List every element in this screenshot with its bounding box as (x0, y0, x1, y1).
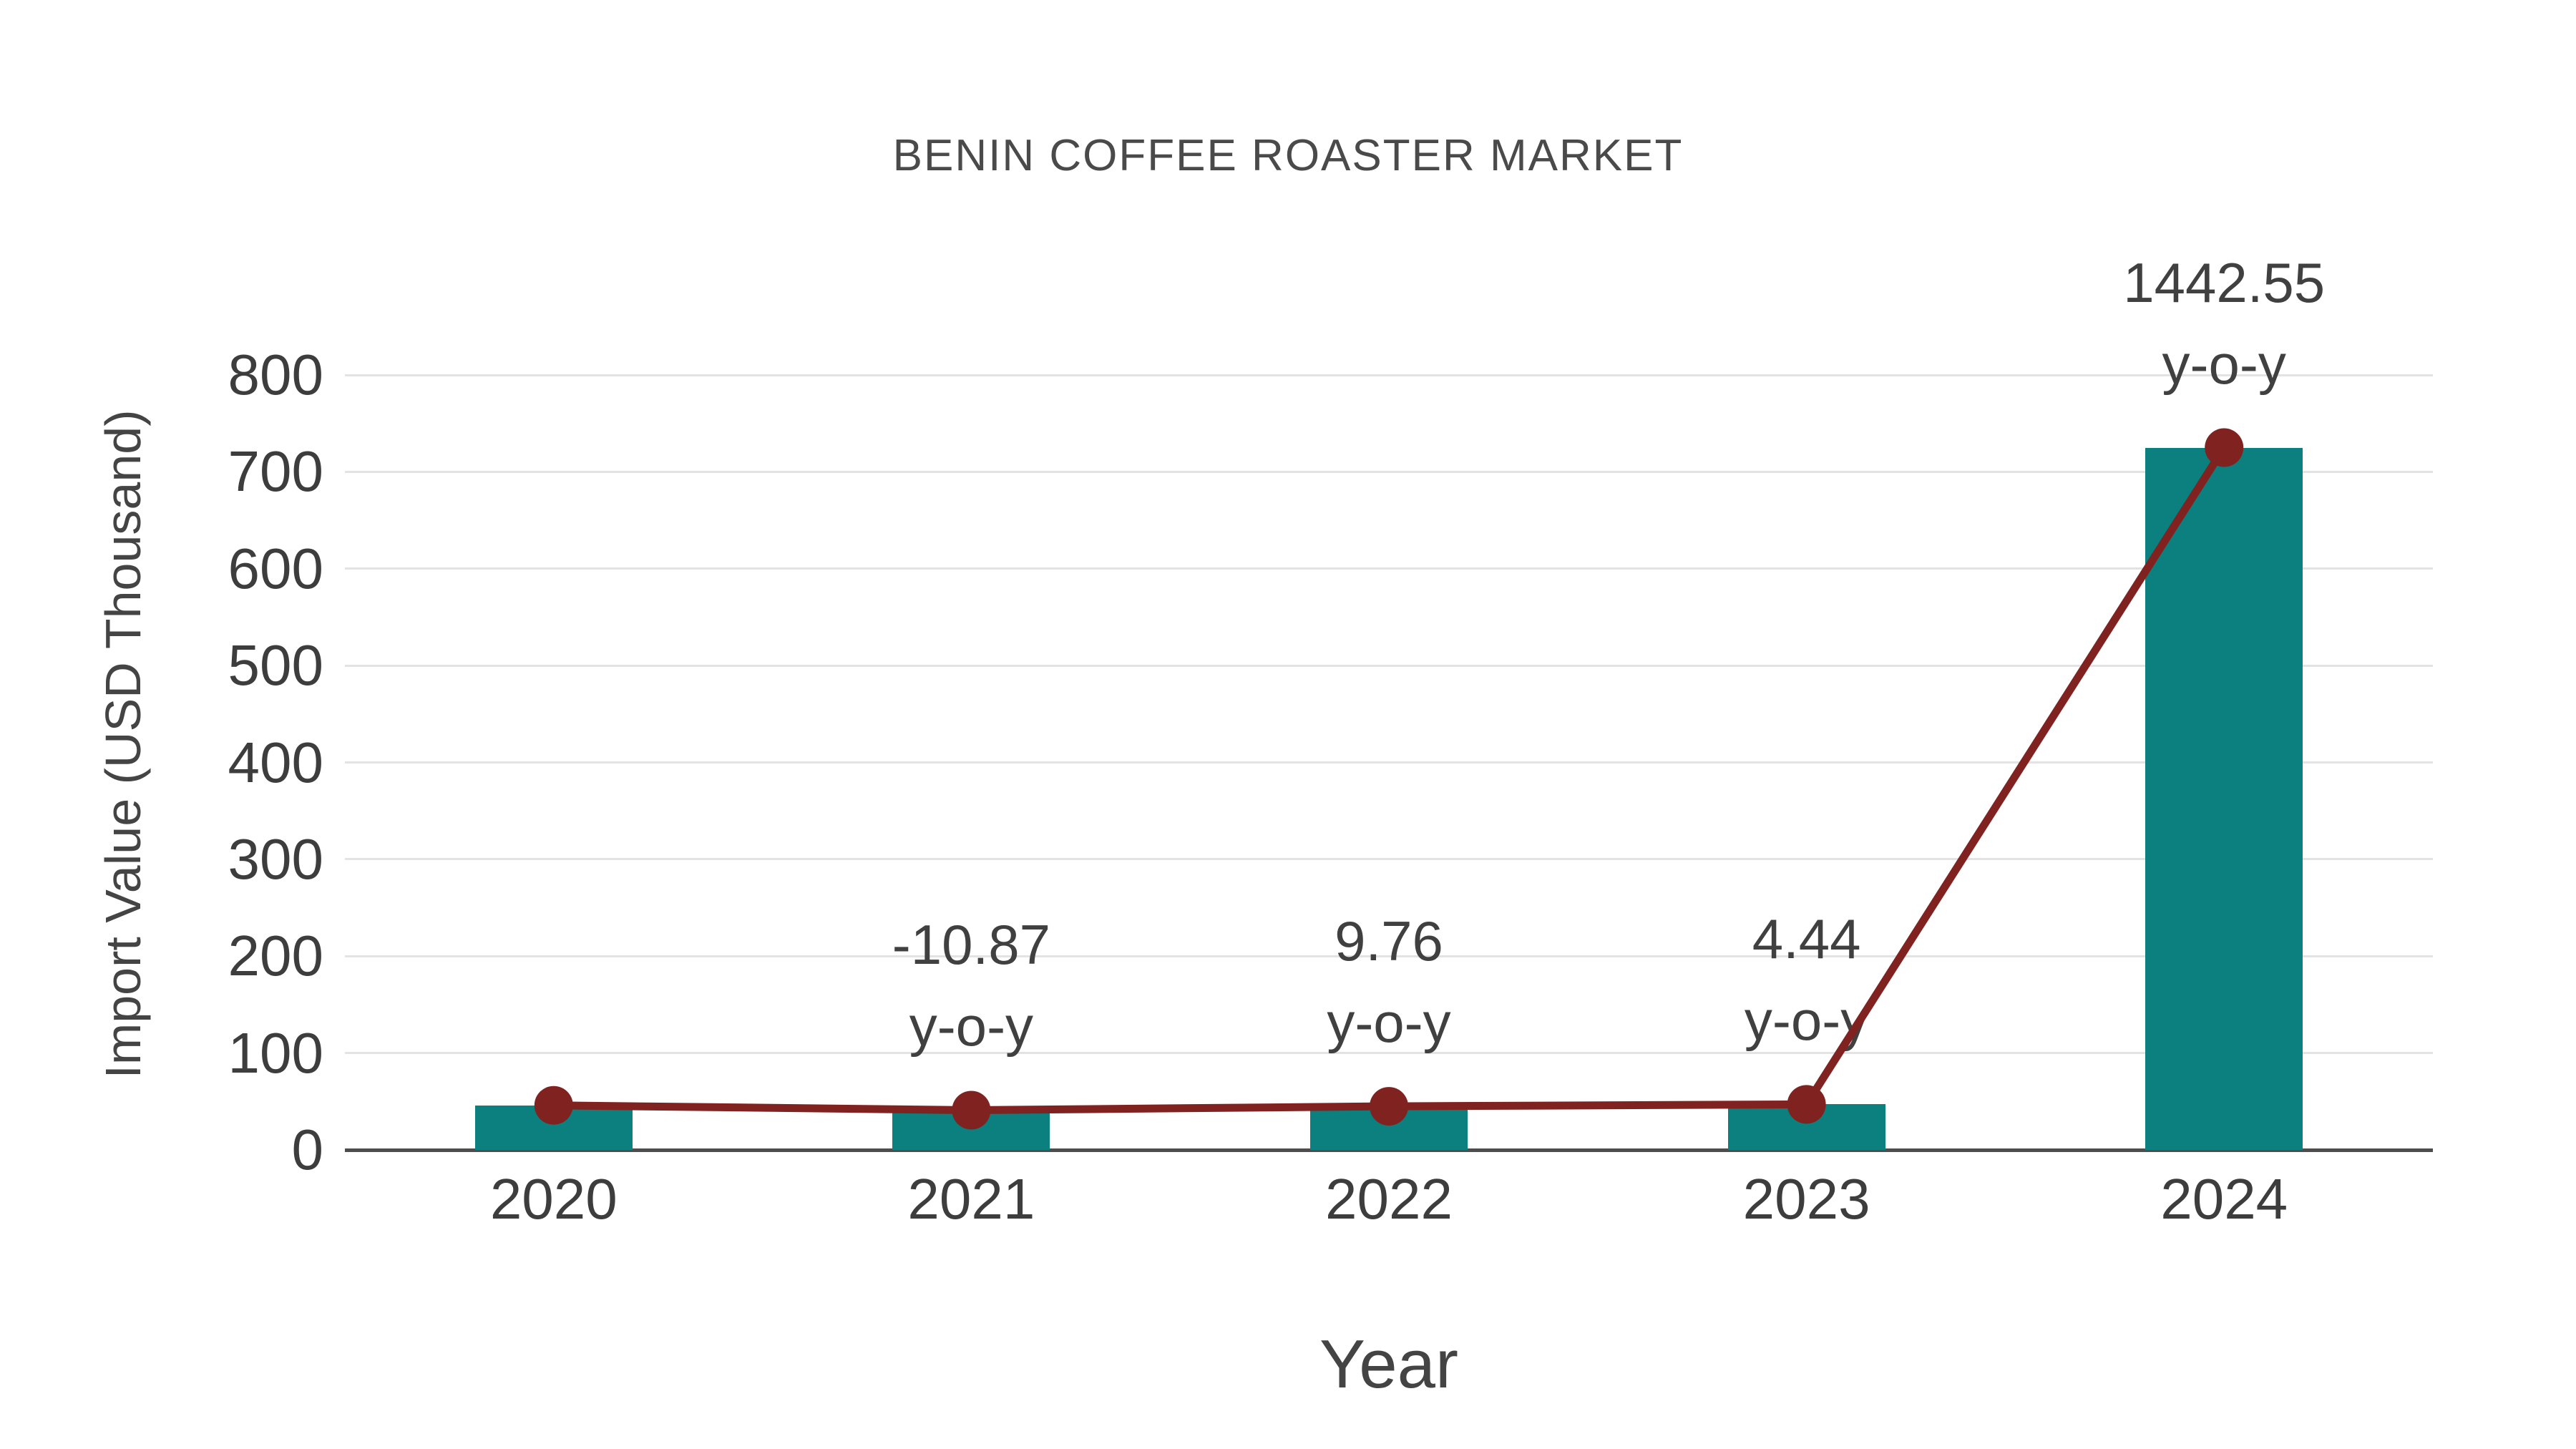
y-tick-label-600: 600 (228, 536, 323, 600)
x-axis-line (345, 1148, 2433, 1152)
annotation-2023: 4.44 y-o-y (1745, 898, 1868, 1061)
annotation-suffix: y-o-y (909, 995, 1034, 1058)
gridline-300 (345, 858, 2433, 861)
annotation-value: 1442.55 (2123, 250, 2326, 314)
x-tick-label-2020: 2020 (489, 1167, 618, 1231)
x-tick-label-2024: 2024 (2160, 1167, 2288, 1231)
y-tick-label-0: 0 (291, 1118, 324, 1181)
bar-2023 (1727, 1104, 1885, 1150)
annotation-suffix: y-o-y (1744, 989, 1869, 1053)
gridline-800 (345, 374, 2433, 376)
gridline-600 (345, 567, 2433, 570)
bar-2020 (474, 1105, 633, 1150)
gridline-500 (345, 664, 2433, 667)
bar-2021 (892, 1110, 1050, 1150)
gridline-400 (345, 761, 2433, 763)
x-tick-label-2022: 2022 (1325, 1167, 1453, 1231)
annotation-value: 9.76 (1335, 909, 1443, 973)
y-tick-label-200: 200 (228, 924, 323, 988)
y-tick-label-100: 100 (228, 1020, 323, 1085)
gridline-700 (345, 470, 2433, 473)
annotation-2021: -10.87 y-o-y (892, 904, 1050, 1067)
chart-title: BENIN COFFEE ROASTER MARKET (892, 131, 1684, 180)
annotation-value: -10.87 (892, 913, 1050, 977)
annotation-value: 4.44 (1752, 907, 1861, 971)
bar-2022 (1310, 1106, 1468, 1150)
annotation-suffix: y-o-y (2162, 332, 2286, 396)
annotation-2024: 1442.55 y-o-y (2123, 242, 2325, 405)
x-axis-title: Year (1319, 1326, 1458, 1402)
bar-2024 (2145, 447, 2303, 1150)
y-tick-label-500: 500 (228, 633, 323, 698)
x-tick-label-2021: 2021 (907, 1167, 1035, 1231)
x-tick-label-2023: 2023 (1742, 1167, 1870, 1231)
y-tick-label-800: 800 (228, 343, 323, 406)
annotation-2022: 9.76 y-o-y (1327, 900, 1450, 1063)
annotation-suffix: y-o-y (1327, 991, 1451, 1055)
y-tick-label-700: 700 (228, 439, 323, 504)
y-tick-label-300: 300 (228, 826, 323, 891)
y-tick-label-400: 400 (228, 730, 323, 794)
